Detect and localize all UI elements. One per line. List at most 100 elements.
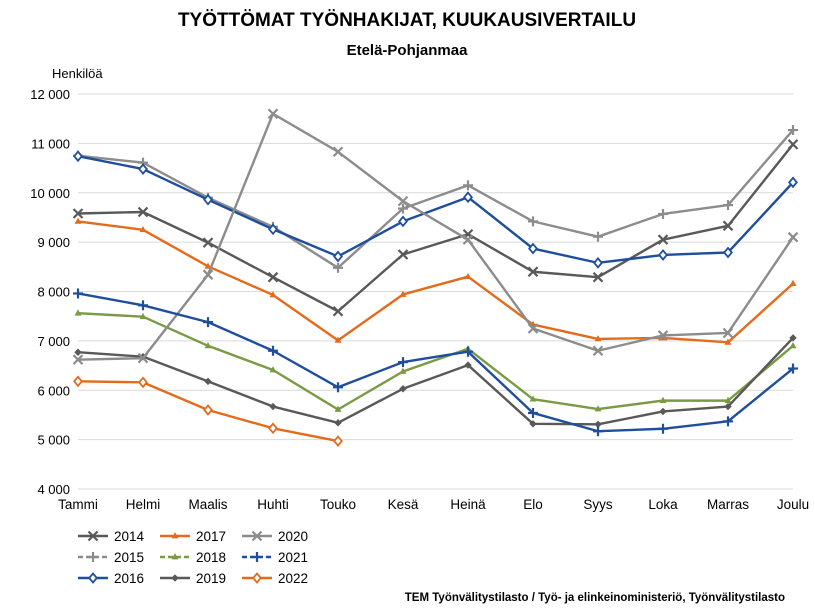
legend-item-2014: 2014	[78, 529, 145, 544]
data-point-2014	[332, 305, 344, 317]
data-point-2016	[593, 256, 603, 269]
data-point-2015	[528, 216, 538, 227]
y-tick-label: 12 000	[30, 87, 70, 102]
data-point-2021	[203, 317, 213, 328]
data-point-2020	[267, 108, 279, 120]
data-point-2020	[462, 234, 474, 245]
legend-marker	[87, 530, 99, 542]
data-point-2020	[527, 323, 539, 334]
data-point-2014	[397, 249, 409, 260]
data-point-2014	[527, 266, 539, 278]
data-point-2018	[74, 309, 82, 316]
legend-marker	[88, 552, 98, 562]
data-point-2020	[202, 269, 214, 280]
legend-label: 2015	[114, 550, 144, 565]
data-point-2018	[789, 341, 797, 349]
data-point-2020	[332, 146, 344, 158]
series-line-2015	[77, 129, 794, 269]
y-tick-label: 6 000	[37, 383, 70, 398]
data-point-2019	[464, 361, 472, 369]
data-point-2016	[658, 249, 668, 261]
legend-marker	[252, 572, 262, 584]
data-point-2021	[658, 423, 668, 434]
data-point-2020	[137, 352, 149, 364]
data-point-2021	[138, 300, 148, 311]
series-2016	[73, 150, 798, 269]
legend-item-2020: 2020	[242, 529, 308, 544]
data-point-2014	[137, 206, 149, 218]
data-point-2017	[74, 217, 82, 224]
data-point-2019	[269, 402, 277, 411]
data-point-2021	[463, 346, 473, 357]
legend-item-2022: 2022	[242, 571, 308, 586]
legend-marker	[171, 532, 179, 539]
y-axis-label: Henkilöä	[52, 66, 103, 81]
data-point-2019	[724, 402, 732, 411]
x-tick-labels: Tammi Helmi Maalis Huhti Touko Kesä Heinä Elo Sy…	[58, 497, 809, 512]
data-point-2017	[139, 225, 147, 233]
x-tick-label: Kesä	[388, 497, 419, 512]
x-tick-label: Loka	[648, 497, 678, 512]
data-point-2018	[269, 366, 277, 373]
data-point-2022	[333, 435, 343, 448]
y-tick-labels: 4 000 5 000 6 000 7 000 8 000 9 000 10 000 11 0…	[30, 87, 70, 497]
data-point-2018	[659, 396, 667, 404]
data-point-2022	[268, 422, 278, 435]
series-2018	[74, 309, 797, 412]
data-point-2020	[657, 330, 669, 341]
series-line-2016	[77, 155, 794, 265]
data-point-2014	[267, 271, 279, 283]
data-point-2018	[399, 367, 407, 374]
x-tick-label: Syys	[583, 497, 613, 512]
data-point-2015	[463, 180, 473, 191]
legend-marker	[88, 572, 98, 584]
legend-label: 2022	[278, 571, 308, 586]
data-point-2021	[528, 407, 538, 418]
data-point-2016	[138, 163, 148, 175]
data-point-2014	[722, 220, 734, 232]
data-point-2015	[788, 125, 798, 136]
data-point-2015	[398, 203, 408, 214]
data-point-2015	[593, 231, 603, 242]
series-line-2014	[77, 143, 794, 313]
data-point-2020	[397, 195, 409, 207]
data-point-2017	[399, 290, 407, 297]
legend-label: 2014	[114, 529, 145, 544]
series-2020	[72, 108, 799, 365]
y-tick-label: 5 000	[37, 433, 70, 448]
data-point-2019	[74, 348, 82, 356]
data-point-2021	[333, 382, 343, 393]
y-tick-label: 11 000	[31, 136, 70, 151]
legend-marker	[251, 530, 263, 542]
series-2022	[73, 375, 343, 448]
data-point-2022	[203, 404, 213, 416]
series-2021	[73, 288, 798, 437]
data-point-2021	[593, 426, 603, 437]
series-2019	[74, 334, 797, 429]
y-tick-label: 8 000	[37, 285, 70, 300]
gridlines	[78, 93, 793, 490]
y-tick-label: 9 000	[37, 235, 70, 250]
data-point-2020	[72, 354, 84, 365]
data-point-2019	[529, 420, 537, 428]
x-tick-label: Helmi	[126, 497, 161, 512]
x-tick-label: Heinä	[450, 497, 486, 512]
data-point-2016	[723, 246, 733, 259]
legend-label: 2019	[196, 571, 226, 586]
data-point-2021	[788, 363, 798, 374]
series-line-2019	[77, 337, 794, 426]
data-point-2016	[268, 223, 278, 236]
legend-marker	[171, 553, 179, 560]
data-point-2017	[724, 338, 732, 345]
data-point-2021	[73, 288, 83, 299]
data-point-2014	[202, 237, 214, 248]
y-tick-label: 4 000	[37, 482, 70, 497]
data-point-2017	[594, 335, 602, 342]
data-point-2016	[398, 215, 408, 228]
chart-title: TYÖTTÖMAT TYÖNHAKIJAT, KUUKAUSIVERTAILU	[178, 10, 636, 31]
series-line-2021	[77, 292, 794, 433]
x-tick-label: Touko	[320, 497, 356, 512]
chart-subtitle: Etelä-Pohjanmaa	[347, 42, 469, 59]
data-point-2014	[657, 234, 669, 245]
